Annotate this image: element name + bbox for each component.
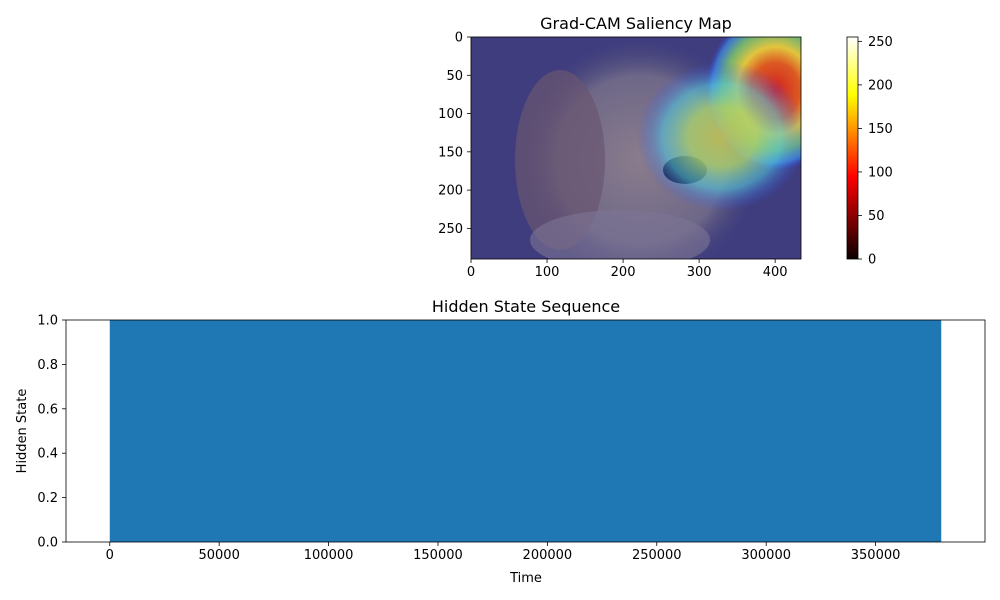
saliency-title: Grad-CAM Saliency Map — [540, 14, 732, 33]
colorbar-tick-label: 150 — [868, 122, 893, 137]
hidden-state-x-tick-label: 150000 — [413, 548, 463, 563]
saliency-y-tick-label: 150 — [438, 145, 463, 160]
colorbar-tick-label: 250 — [868, 35, 893, 50]
colorbar-tick-label: 0 — [868, 253, 876, 268]
colorbar — [847, 37, 858, 259]
hidden-state-x-tick-label: 0 — [106, 548, 114, 563]
dog-chest-shape — [530, 210, 710, 259]
hidden-state-x-tick-label: 100000 — [304, 548, 354, 563]
hidden-state-xlabel: Time — [509, 571, 542, 586]
colorbar-axis: 0 50 100 150 200 250 — [858, 35, 893, 268]
saliency-image — [471, 37, 801, 259]
hidden-state-x-tick-label: 50000 — [198, 548, 239, 563]
colorbar-tick-label: 50 — [868, 209, 885, 224]
saliency-x-tick-label: 300 — [687, 265, 712, 280]
hidden-state-x-tick-label: 250000 — [632, 548, 682, 563]
saliency-y-tick-label: 200 — [438, 184, 463, 199]
hidden-state-x-axis: 0 50000 100000 150000 200000 250000 300000 3500… — [106, 542, 901, 563]
saliency-y-axis: 0 50 100 150 200 250 — [438, 31, 471, 237]
hidden-state-x-tick-label: 350000 — [851, 548, 901, 563]
hidden-state-x-tick-label: 200000 — [523, 548, 573, 563]
hidden-state-x-tick-label: 300000 — [741, 548, 791, 563]
saliency-y-tick-label: 250 — [438, 222, 463, 237]
hidden-state-frame — [65, 319, 986, 543]
hidden-state-y-tick-label: 0.2 — [37, 491, 58, 506]
hidden-state-y-tick-label: 1.0 — [37, 314, 58, 329]
saliency-x-axis: 0 100 200 300 400 — [467, 259, 788, 280]
hidden-state-y-axis: 0.0 0.2 0.4 0.6 0.8 1.0 — [37, 314, 66, 551]
dog-ear-shape — [515, 70, 605, 250]
saliency-y-tick-label: 50 — [446, 69, 463, 84]
saliency-x-tick-label: 400 — [763, 265, 788, 280]
saliency-frame — [470, 36, 802, 260]
colorbar-tick-label: 200 — [868, 78, 893, 93]
hidden-state-y-tick-label: 0.4 — [37, 447, 58, 462]
saliency-x-tick-label: 200 — [611, 265, 636, 280]
saliency-y-tick-label: 0 — [455, 31, 463, 46]
saliency-hotspot — [636, 61, 801, 212]
saliency-y-tick-label: 100 — [438, 107, 463, 122]
hidden-state-ylabel: Hidden State — [15, 389, 30, 474]
saliency-x-tick-label: 0 — [467, 265, 475, 280]
hidden-state-y-tick-label: 0.6 — [37, 402, 58, 417]
hidden-state-bar — [109, 320, 942, 542]
hidden-state-y-tick-label: 0.8 — [37, 358, 58, 373]
saliency-x-tick-label: 100 — [535, 265, 560, 280]
hidden-state-title: Hidden State Sequence — [432, 297, 620, 316]
colorbar-tick-label: 100 — [868, 165, 893, 180]
hidden-state-y-tick-label: 0.0 — [37, 536, 58, 551]
colorbar-frame — [846, 36, 859, 260]
